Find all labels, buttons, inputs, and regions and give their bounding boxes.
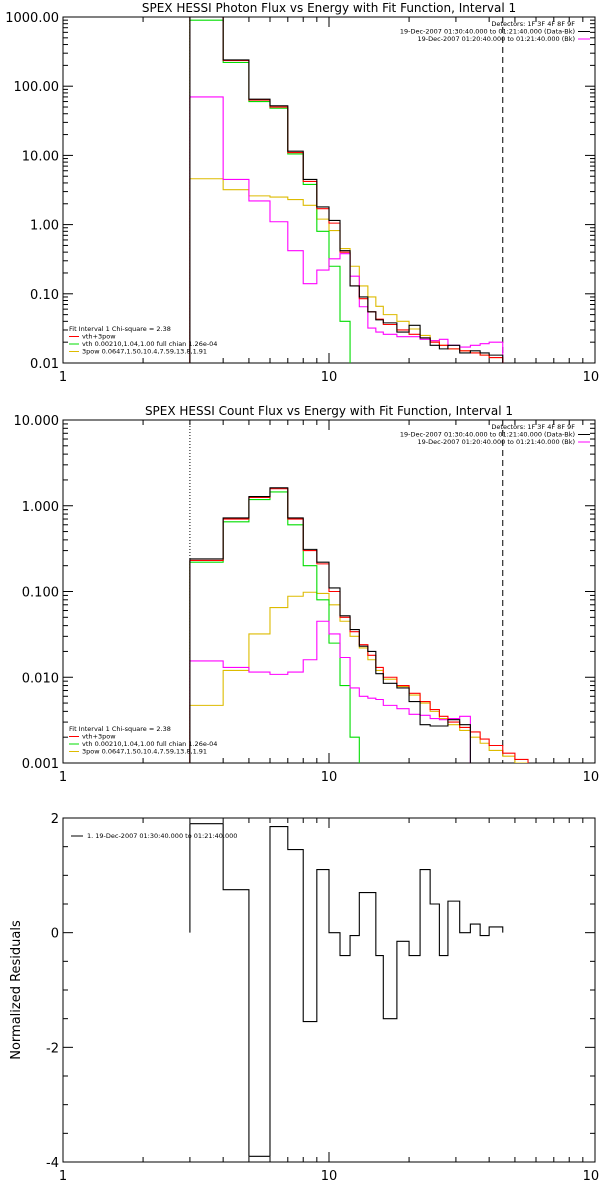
y-tick-label: 1000.00 — [5, 11, 59, 26]
x-tick-label: 100 — [583, 370, 600, 385]
legend-left-entry: vth+3pow — [82, 733, 116, 741]
series-vth-3pow — [189, 488, 529, 763]
photon-flux-panel: SPEX HESSI Photon Flux vs Energy with Fi… — [5, 1, 600, 385]
x-tick-label: 10 — [321, 1169, 338, 1184]
legend-left-entry: Fit Interval 1 Chi-square = 2.38 — [69, 725, 171, 733]
series-bk — [189, 620, 471, 763]
count-flux-panel: SPEX HESSI Count Flux vs Energy with Fit… — [14, 404, 600, 785]
residuals-panel: 1 10 100 -4 -2 0 2 Normalized Residuals 1. 19-De… — [9, 812, 600, 1184]
y-tick-label: 1.00 — [30, 219, 59, 234]
series-vth — [189, 19, 351, 363]
y-tick-label: 0.100 — [22, 586, 59, 601]
y-tick-label: 2 — [51, 812, 59, 827]
data-layer — [189, 420, 529, 763]
y-tick-label: -2 — [46, 1041, 59, 1056]
y-tick-label: 10.00 — [22, 149, 59, 164]
x-tick-label: 1 — [59, 370, 67, 385]
legend-entry: 1. 19-Dec-2007 01:30:40.000 to 01:21:40.… — [87, 832, 237, 840]
legend-left-entry: Fit Interval 1 Chi-square = 2.38 — [69, 325, 171, 333]
series-vth — [189, 491, 360, 763]
data-layer — [189, 17, 504, 363]
series-bk — [189, 96, 504, 363]
x-tick-label: 10 — [321, 770, 338, 785]
x-tick-label: 10 — [321, 370, 338, 385]
legend-right-entry: 19-Dec-2007 01:20:40.000 to 01:21:40.000… — [418, 438, 576, 446]
legend-left-entry: vth+3pow — [82, 333, 116, 341]
series-3pow — [189, 178, 504, 363]
y-tick-label: 0.001 — [22, 757, 59, 772]
y-tick-label: 1.000 — [22, 500, 59, 515]
legend-right-entry: Detectors: 1F 3F 4F 8F 9F — [491, 20, 575, 28]
chart-title: SPEX HESSI Count Flux vs Energy with Fit… — [145, 404, 513, 418]
series-data-bk — [189, 17, 504, 363]
y-tick-label: 0.010 — [22, 671, 59, 686]
chart-title: SPEX HESSI Photon Flux vs Energy with Fi… — [142, 1, 516, 15]
series-vth-3pow — [189, 17, 504, 363]
data-layer — [189, 823, 504, 1157]
x-tick-label: 100 — [583, 1169, 600, 1184]
legend-right-entry: 19-Dec-2007 01:20:40.000 to 01:21:40.000… — [418, 35, 576, 43]
legend-left-entry: 3pow 0.0647,1.50,10.4,7.59,13.8,1.91 — [82, 748, 207, 756]
plot-frame — [62, 16, 596, 364]
legend-left-entry: vth 0.00210,1.04,1.00 full chian 1.26e-0… — [82, 340, 217, 348]
y-tick-label: -4 — [46, 1156, 59, 1171]
series-3pow — [189, 591, 529, 763]
series-1-19-dec-2007-01-30-40-000-to-01-21-40-000 — [189, 823, 504, 1157]
legend-right-entry: 19-Dec-2007 01:30:40.000 to 01:21:40.000… — [400, 28, 575, 36]
y-axis-label: Normalized Residuals — [9, 920, 24, 1060]
y-tick-label: 0.10 — [30, 288, 59, 303]
y-tick-label: 100.00 — [14, 80, 60, 95]
legend-left-entry: vth 0.00210,1.04,1.00 full chian 1.26e-0… — [82, 740, 217, 748]
x-tick-label: 1 — [59, 770, 67, 785]
y-tick-label: 0.01 — [30, 357, 59, 372]
legend-right-entry: Detectors: 1F 3F 4F 8F 9F — [491, 423, 575, 431]
x-tick-label: 100 — [583, 770, 600, 785]
x-tick-label: 1 — [59, 1169, 67, 1184]
legend-right-entry: 19-Dec-2007 01:30:40.000 to 01:21:40.000… — [400, 431, 575, 439]
series-data-bk — [189, 487, 471, 763]
y-tick-label: 0 — [51, 927, 59, 942]
legend-left-entry: 3pow 0.0647,1.50,10.4,7.59,13.8,1.91 — [82, 348, 207, 356]
y-tick-label: 10.000 — [14, 414, 60, 429]
